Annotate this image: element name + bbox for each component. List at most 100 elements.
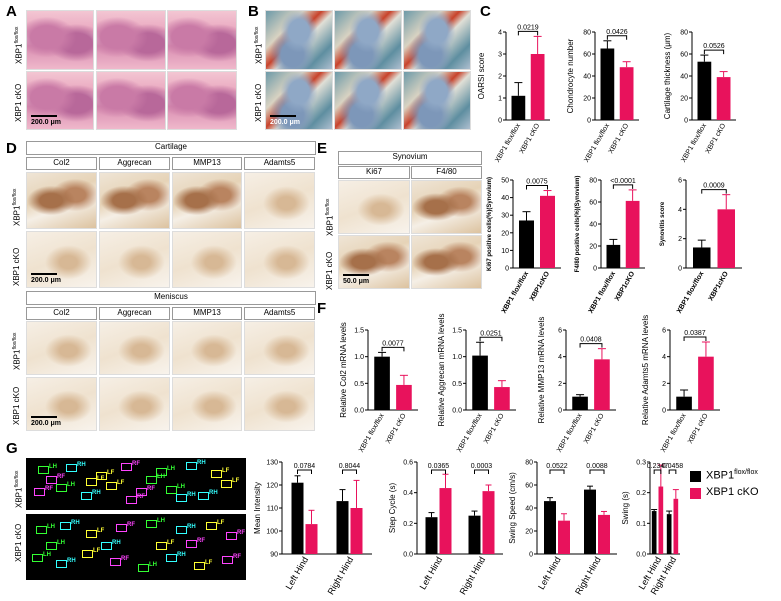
legend-swatch-cko bbox=[690, 488, 701, 499]
bar bbox=[396, 384, 412, 410]
y-tick-label: 20 bbox=[501, 230, 509, 237]
bar bbox=[519, 220, 534, 268]
significance-bracket bbox=[517, 30, 539, 36]
footprint-label: LH bbox=[177, 484, 185, 490]
y-axis-label: Swing Speed (cm/s) bbox=[508, 472, 517, 544]
x-tick-label: XBP1cKO bbox=[529, 270, 552, 302]
column-header: Aggrecan bbox=[99, 307, 170, 320]
footprint-box bbox=[110, 558, 121, 566]
footprint-box bbox=[221, 480, 232, 488]
y-axis-label: Swing (s) bbox=[621, 491, 630, 525]
footprint-box bbox=[96, 472, 107, 480]
bar bbox=[600, 48, 615, 120]
y-tick-label: 80 bbox=[680, 30, 688, 37]
safranin-image bbox=[265, 10, 333, 70]
ihc-image bbox=[244, 321, 315, 375]
significance-bracket bbox=[606, 35, 628, 40]
x-tick-label: XBP1 cKO bbox=[519, 122, 542, 155]
bar bbox=[673, 498, 679, 554]
ihc-image bbox=[99, 321, 170, 375]
y-tick-label: 1.5 bbox=[452, 328, 462, 335]
legend-label-flox: XBP1flox/flox bbox=[706, 469, 758, 482]
y-tick-label: 130 bbox=[266, 460, 278, 467]
y-tick-label: 100 bbox=[266, 529, 278, 536]
panel-label-g: G bbox=[6, 440, 18, 457]
y-tick-label: 0.0 bbox=[636, 552, 646, 559]
p-value: 0.0387 bbox=[684, 330, 706, 337]
safranin-image bbox=[334, 10, 402, 70]
p-value: <0.0001 bbox=[610, 178, 636, 185]
footprint-box bbox=[194, 562, 205, 570]
y-tick-label: 10 bbox=[501, 248, 509, 255]
footprint-label: RF bbox=[233, 554, 241, 560]
column-header: Adamts5 bbox=[244, 307, 315, 320]
significance-bracket bbox=[381, 346, 405, 352]
footprint-box bbox=[186, 462, 197, 470]
footprint-box bbox=[36, 526, 47, 534]
bar bbox=[291, 482, 304, 554]
panel-label-f: F bbox=[317, 300, 327, 317]
p-value: 0.0522 bbox=[546, 463, 568, 470]
significance-bracket bbox=[683, 336, 707, 341]
y-axis-label: Relative Col2 mRNA levels bbox=[339, 322, 348, 418]
y-tick-label: 6 bbox=[662, 328, 666, 335]
y-axis-label: Relative Adamts5 mRNA levels bbox=[641, 315, 650, 425]
footprint-label: RH bbox=[177, 552, 186, 558]
bar bbox=[666, 514, 672, 554]
column-header: Ki67 bbox=[338, 166, 410, 179]
footprint-label: RF bbox=[132, 461, 140, 467]
column-header: MMP13 bbox=[172, 157, 242, 170]
safranin-image bbox=[334, 71, 402, 130]
footprint-box bbox=[32, 554, 43, 562]
y-tick-label: 2 bbox=[678, 236, 682, 243]
footprint-box bbox=[166, 554, 177, 562]
y-tick-label: 40 bbox=[525, 506, 533, 513]
y-tick-label: 0.3 bbox=[636, 460, 646, 467]
y-tick-label: 0 bbox=[593, 266, 597, 273]
significance-bracket bbox=[579, 343, 603, 348]
x-tick-label: XBP1 cKO bbox=[687, 412, 710, 445]
y-tick-label: 0 bbox=[662, 408, 666, 415]
y-tick-label: 20 bbox=[583, 96, 591, 103]
bar bbox=[717, 209, 735, 268]
footprint-box bbox=[46, 476, 57, 484]
footprint-label: LF bbox=[97, 528, 105, 534]
column-header: F4/80 bbox=[411, 166, 482, 179]
footprint-label: LF bbox=[232, 478, 240, 484]
ihc-image: 200.0 μm bbox=[26, 377, 97, 431]
footprint-box bbox=[126, 496, 137, 504]
x-tick-label: Left Hind bbox=[284, 555, 311, 591]
scale-bar: 200.0 μm bbox=[270, 115, 300, 126]
panel-label-e: E bbox=[317, 140, 328, 157]
ihc-image bbox=[338, 180, 410, 234]
y-axis-label: OARSI score bbox=[477, 52, 486, 99]
bar bbox=[697, 61, 712, 120]
he-image bbox=[26, 10, 94, 70]
he-image: 200.0 μm bbox=[26, 71, 94, 130]
bar bbox=[676, 396, 692, 410]
footprint-box bbox=[156, 468, 167, 476]
y-tick-label: 0.0 bbox=[403, 552, 413, 559]
p-value: 0.0251 bbox=[480, 330, 502, 337]
y-axis-label: Step Cycle (s) bbox=[388, 483, 397, 534]
x-tick-label: XBP1 cKO bbox=[583, 412, 606, 445]
footprint-label: LF bbox=[107, 470, 115, 476]
scale-bar: 50.0 μm bbox=[343, 274, 370, 285]
significance-bracket bbox=[479, 336, 503, 342]
significance-bracket bbox=[297, 469, 312, 474]
footprint-label: RH bbox=[71, 520, 80, 526]
footprint-box bbox=[226, 532, 237, 540]
p-value: 0.0458 bbox=[662, 463, 684, 470]
significance-bracket bbox=[653, 469, 662, 474]
y-axis-label: Relative Aggrecan mRNA levels bbox=[437, 314, 446, 427]
footprint-box bbox=[186, 540, 197, 548]
footprint-box bbox=[116, 524, 127, 532]
y-tick-label: 2 bbox=[558, 381, 562, 388]
y-tick-label: 120 bbox=[266, 483, 278, 490]
panel-label-a: A bbox=[6, 3, 17, 20]
safranin-image bbox=[403, 10, 471, 70]
ihc-image bbox=[172, 231, 242, 288]
bar bbox=[544, 501, 556, 554]
footprint-label: RH bbox=[77, 462, 86, 468]
p-value: 0.0408 bbox=[580, 337, 602, 344]
